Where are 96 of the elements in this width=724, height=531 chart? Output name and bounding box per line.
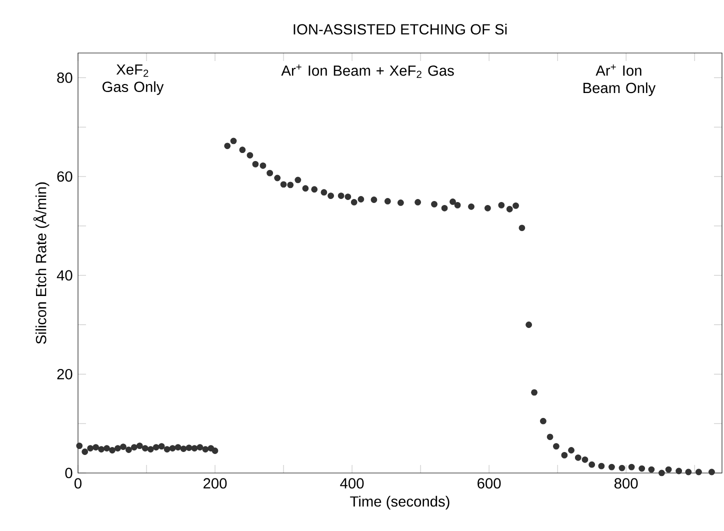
- x-tick-label: 200: [204, 478, 227, 489]
- point: [260, 162, 266, 169]
- point: [287, 182, 294, 188]
- point: [302, 185, 309, 192]
- point: [450, 198, 456, 205]
- point: [546, 434, 554, 440]
- point: [174, 444, 182, 450]
- y-tick-label: 20: [57, 368, 72, 380]
- point: [441, 204, 448, 212]
- point: [561, 452, 568, 458]
- point: [526, 322, 532, 328]
- point: [638, 465, 646, 472]
- annotation: Ar$^{+}$ Ion Beam Only: [583, 64, 656, 96]
- point: [136, 442, 143, 450]
- point: [618, 464, 626, 472]
- point: [130, 444, 138, 450]
- point: [708, 468, 715, 476]
- point: [574, 454, 582, 461]
- point: [328, 192, 334, 199]
- point: [598, 462, 605, 470]
- point: [224, 142, 231, 150]
- point: [280, 181, 287, 188]
- point: [397, 200, 404, 206]
- y-tick-label: 60: [57, 171, 72, 182]
- y-tick-label: 0: [65, 468, 72, 478]
- point: [92, 444, 100, 450]
- point: [540, 418, 546, 424]
- point: [338, 192, 344, 199]
- point: [98, 446, 105, 452]
- point: [414, 199, 422, 206]
- point: [658, 470, 665, 476]
- point: [506, 206, 513, 212]
- point: [142, 445, 148, 452]
- point: [180, 446, 187, 452]
- point: [104, 445, 110, 452]
- point: [158, 443, 165, 450]
- point: [384, 198, 391, 204]
- y-tick-label: 40: [56, 270, 72, 281]
- x-tick-label: 0: [74, 478, 82, 489]
- point: [274, 174, 281, 182]
- point: [120, 444, 126, 450]
- point: [588, 461, 596, 468]
- point: [498, 202, 505, 208]
- point: [454, 202, 461, 208]
- point: [191, 445, 198, 452]
- point: [676, 468, 682, 474]
- point: [239, 146, 246, 154]
- point: [152, 444, 160, 450]
- point: [109, 447, 116, 454]
- point: [186, 444, 192, 451]
- point: [512, 202, 519, 209]
- point: [196, 444, 204, 450]
- point: [294, 176, 302, 184]
- point: [648, 466, 655, 473]
- point: [628, 464, 635, 470]
- point: [431, 200, 438, 208]
- point: [212, 448, 218, 454]
- point: [246, 152, 254, 158]
- point: [553, 443, 560, 450]
- point: [147, 446, 154, 452]
- point: [370, 196, 378, 203]
- point: [350, 199, 358, 206]
- point: [685, 468, 692, 476]
- y-axis-title: Silicon Etch Rate (Å/min): [33, 182, 50, 344]
- point: [311, 186, 318, 193]
- point: [608, 464, 615, 470]
- point: [358, 196, 364, 202]
- point: [696, 468, 702, 476]
- x-tick-label: 400: [340, 478, 364, 489]
- point: [518, 224, 526, 232]
- y-tick-label: 80: [57, 72, 72, 83]
- point: [266, 170, 274, 176]
- point: [320, 189, 328, 196]
- point: [568, 447, 574, 454]
- point: [202, 446, 209, 452]
- annotation: XeF$_{2}$ Gas Only: [102, 64, 164, 95]
- point: [169, 445, 176, 452]
- point: [344, 194, 352, 200]
- point: [87, 445, 94, 452]
- point: [468, 203, 474, 210]
- point: [164, 446, 170, 452]
- point: [484, 204, 491, 212]
- point: [82, 448, 88, 455]
- x-axis-title: Time (seconds): [350, 496, 450, 510]
- point: [531, 389, 538, 396]
- point: [665, 466, 672, 473]
- chart-title: ION-ASSISTED ETCHING OF Si: [294, 24, 507, 35]
- annotation: Ar$^{+}$ Ion Beam + XeF$_{2}$ Gas: [281, 64, 454, 78]
- x-tick-label: 800: [614, 478, 638, 489]
- point: [114, 445, 121, 452]
- x-tick-label: 600: [478, 478, 501, 489]
- point: [230, 138, 237, 144]
- point: [252, 160, 259, 168]
- point: [76, 442, 83, 450]
- point: [126, 446, 132, 453]
- point: [582, 456, 588, 463]
